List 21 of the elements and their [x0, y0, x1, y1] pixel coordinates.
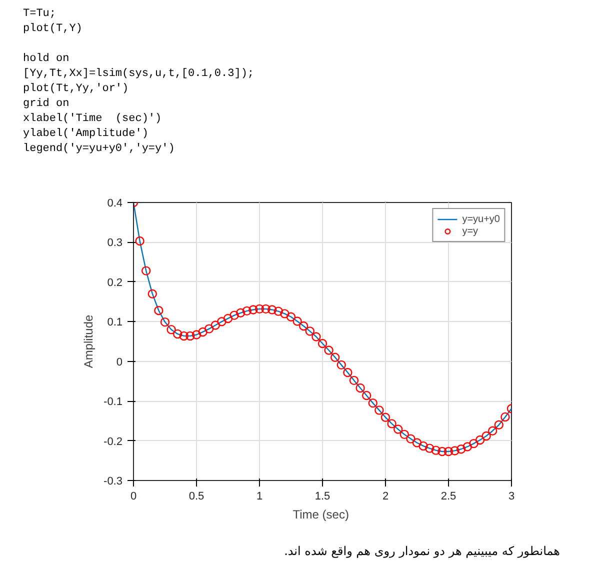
x-tick-label: 1.5: [314, 490, 330, 502]
legend-label: y=yu+y0: [462, 213, 500, 225]
y-tick-label: 0.4: [107, 198, 123, 210]
x-axis-title: Time (sec): [292, 508, 349, 522]
legend-label: y=y: [462, 225, 480, 237]
x-tick-label: 2.5: [440, 490, 456, 502]
y-tick-label: 0: [116, 356, 123, 368]
y-tick-label: 0.1: [107, 316, 123, 329]
y-tick-label: -0.1: [104, 396, 123, 408]
x-tick-label: 0.5: [188, 490, 204, 502]
x-tick-label: 0: [130, 490, 137, 502]
y-tick-label: 0.2: [107, 276, 123, 289]
text: T=Tu; plot(T,Y) hold on [Yy,Tt,Xx]=lsim(sys,u,t,[0.1,0.3]); plot(Tt,Yy,'or') grid on xlabel('Time (sec)') ylabel('Amplitude') legend('y=yu+y0','y=y'): [23, 8, 254, 155]
text: همانطور که میبینیم هر دو نمودار روی هم واقع شده اند.: [283, 543, 560, 560]
y-tick-label: 0.3: [107, 237, 123, 250]
x-tick-label: 2: [382, 490, 389, 502]
y-axis-title: Amplitude: [82, 314, 96, 368]
y-tick-label: -0.2: [104, 436, 123, 448]
x-tick-label: 1: [256, 490, 263, 502]
y-tick-label: -0.3: [104, 476, 123, 488]
x-tick-label: 3: [508, 490, 515, 502]
